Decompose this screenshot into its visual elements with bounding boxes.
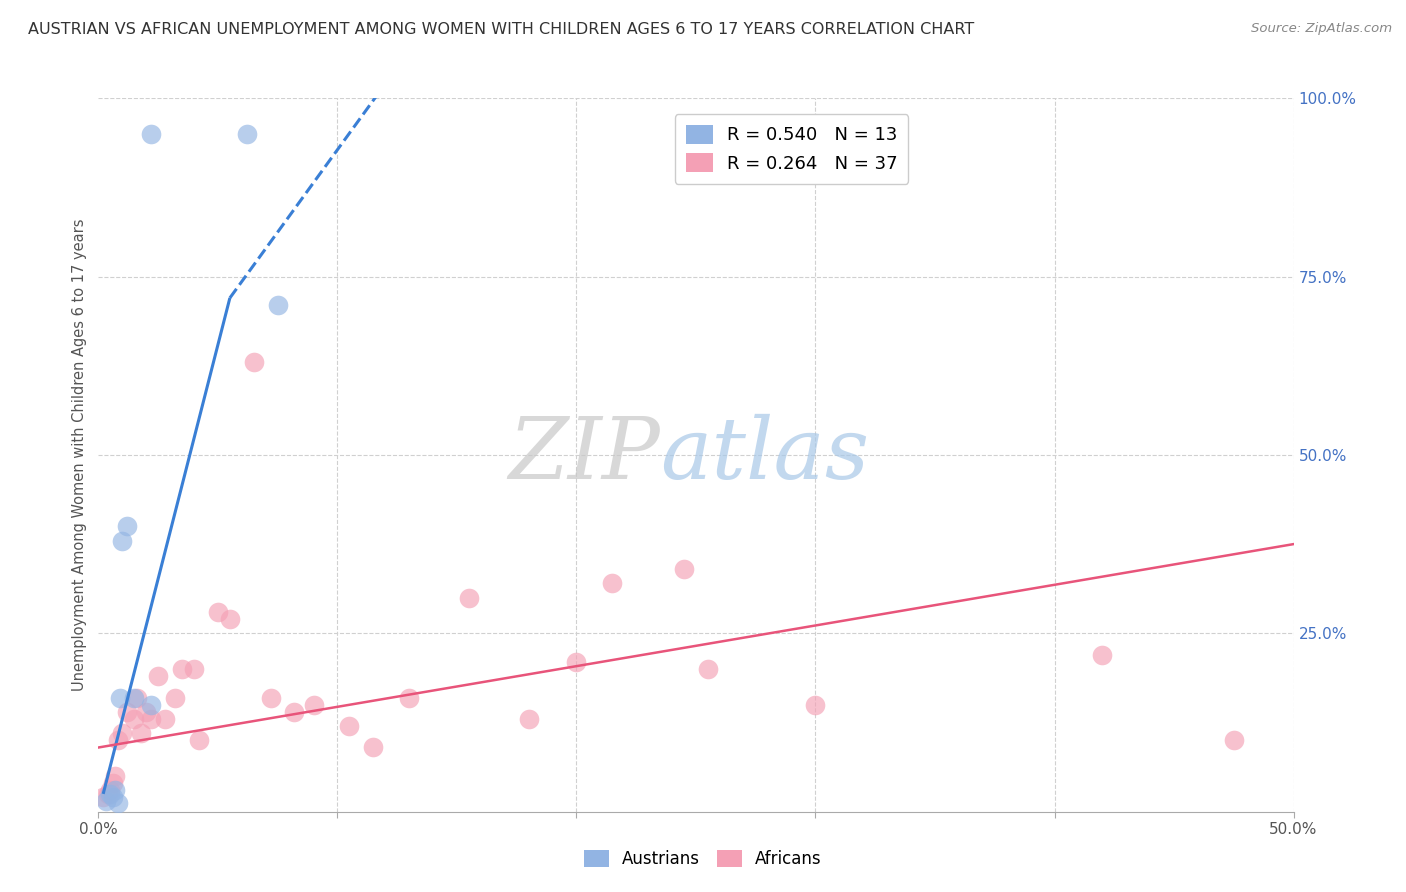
Point <box>302 698 325 712</box>
Point <box>131 726 153 740</box>
Point <box>135 705 157 719</box>
Point <box>98 783 122 797</box>
Point <box>283 705 305 719</box>
Point <box>104 769 127 783</box>
Legend: Austrians, Africans: Austrians, Africans <box>578 843 828 875</box>
Point <box>187 733 209 747</box>
Point <box>207 605 229 619</box>
Point <box>458 591 481 605</box>
Point <box>139 127 162 141</box>
Text: AUSTRIAN VS AFRICAN UNEMPLOYMENT AMONG WOMEN WITH CHILDREN AGES 6 TO 17 YEARS CO: AUSTRIAN VS AFRICAN UNEMPLOYMENT AMONG W… <box>28 22 974 37</box>
Point <box>804 698 827 712</box>
Point <box>172 662 194 676</box>
Point <box>183 662 205 676</box>
Point <box>111 533 134 548</box>
Point <box>124 712 146 726</box>
Point <box>602 576 624 591</box>
Point <box>104 783 127 797</box>
Point <box>235 127 257 141</box>
Point <box>98 787 122 801</box>
Point <box>101 776 124 790</box>
Point <box>398 690 420 705</box>
Point <box>97 787 120 801</box>
Point <box>111 726 134 740</box>
Point <box>339 719 360 733</box>
Point <box>363 740 385 755</box>
Point <box>1091 648 1114 662</box>
Point <box>1222 733 1246 747</box>
Point <box>124 690 146 705</box>
Point <box>148 669 170 683</box>
Point <box>91 790 114 805</box>
Y-axis label: Unemployment Among Women with Children Ages 6 to 17 years: Unemployment Among Women with Children A… <box>72 219 87 691</box>
Point <box>101 790 124 805</box>
Point <box>108 690 131 705</box>
Point <box>94 794 117 808</box>
Point <box>267 298 290 312</box>
Point <box>139 698 162 712</box>
Point <box>107 796 129 810</box>
Text: atlas: atlas <box>661 414 869 496</box>
Point <box>115 705 138 719</box>
Point <box>517 712 540 726</box>
Point <box>139 712 162 726</box>
Text: Source: ZipAtlas.com: Source: ZipAtlas.com <box>1251 22 1392 36</box>
Legend: R = 0.540   N = 13, R = 0.264   N = 37: R = 0.540 N = 13, R = 0.264 N = 37 <box>675 114 908 184</box>
Point <box>115 519 138 533</box>
Point <box>125 690 148 705</box>
Point <box>163 690 186 705</box>
Point <box>107 733 129 747</box>
Text: ZIP: ZIP <box>508 414 661 496</box>
Point <box>219 612 242 626</box>
Point <box>565 655 588 669</box>
Point <box>259 690 281 705</box>
Point <box>155 712 177 726</box>
Point <box>697 662 720 676</box>
Point <box>243 355 266 369</box>
Point <box>673 562 696 576</box>
